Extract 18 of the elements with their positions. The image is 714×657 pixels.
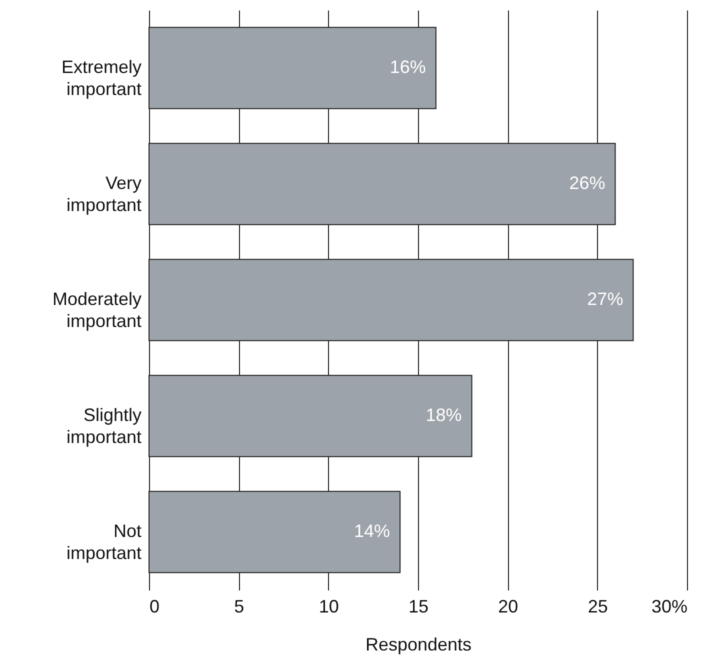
y-tick-label: Very important [66,173,142,215]
x-tick-label: 15 [408,596,429,616]
x-tick-label: 0 [150,596,160,616]
x-tick-label: 20 [498,596,518,616]
data-label: 27% [587,289,624,309]
y-tick-label: Slightly important [66,405,142,447]
data-label: 14% [354,521,390,541]
x-tick-label: 5 [234,596,244,616]
data-label: 18% [426,405,462,425]
y-tick-label: Extremely important [61,57,142,99]
data-label: 16% [390,57,426,77]
y-tick-label: Not important [66,521,142,563]
x-tick-label: 25 [588,596,608,616]
x-axis-title: Respondents [365,634,472,654]
x-tick-label: 10 [318,596,339,616]
data-label: 26% [569,173,606,193]
x-tick-label: 30% [651,596,688,616]
y-tick-label: Moderately important [52,289,142,331]
